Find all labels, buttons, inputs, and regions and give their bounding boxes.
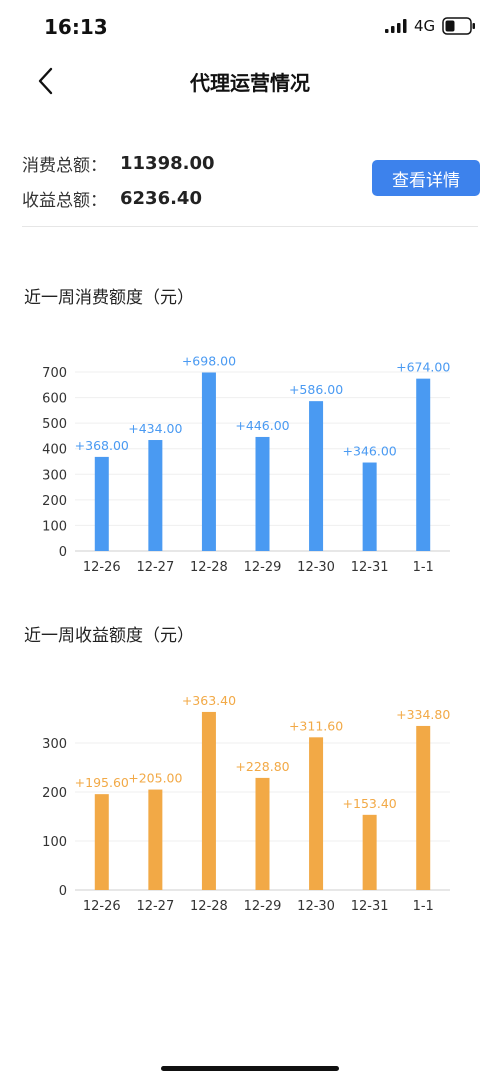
home-indicator [161, 1066, 339, 1071]
data-label: +195.60 [75, 775, 129, 790]
data-label: +205.00 [128, 771, 182, 786]
data-label: +346.00 [343, 444, 397, 459]
bar [416, 725, 431, 890]
x-tick-label: 1-1 [413, 899, 434, 914]
data-label: +446.00 [235, 418, 289, 433]
data-label: +363.40 [182, 693, 236, 708]
data-label: +311.60 [289, 718, 343, 733]
network-label: 4G [414, 17, 436, 35]
battery-icon [442, 17, 475, 35]
y-tick-label: 500 [42, 417, 67, 432]
data-label: +674.00 [396, 360, 450, 375]
data-label: +228.80 [235, 759, 289, 774]
consume-total-value: 11398.00 [120, 152, 215, 174]
nav-bar: 代理运营情况 [0, 54, 500, 106]
income-chart-title: 近一周收益额度（元） [24, 626, 194, 646]
income-total-value: 6236.40 [120, 187, 202, 209]
view-details-button[interactable]: 查看详情 [372, 160, 480, 196]
y-tick-label: 600 [42, 392, 67, 407]
consume-chart-title: 近一周消费额度（元） [24, 288, 194, 308]
back-button[interactable] [30, 64, 60, 98]
y-tick-label: 700 [42, 366, 67, 381]
x-tick-label: 12-29 [244, 899, 282, 914]
data-label: +434.00 [128, 421, 182, 436]
income-total-label: 收益总额： [22, 190, 107, 211]
income-bar-chart: 0 100 200 300 +195.60 12-26 +205.00 12-27 +363.4… [42, 693, 450, 914]
divider [22, 226, 478, 227]
bar [309, 401, 324, 551]
y-tick-label: 100 [42, 519, 67, 534]
x-tick-label: 12-28 [190, 899, 228, 914]
x-tick-label: 12-30 [297, 560, 335, 575]
y-tick-label: 200 [42, 786, 67, 801]
x-tick-label: 12-29 [244, 560, 282, 575]
data-label: +334.80 [396, 707, 450, 722]
consume-total-row: 消费总额： 11398.00 [22, 148, 215, 178]
bar [201, 372, 216, 551]
bar [309, 737, 324, 890]
x-tick-label: 12-27 [136, 899, 174, 914]
status-bar: 16:13 4G [0, 0, 500, 54]
x-tick-label: 12-28 [190, 560, 228, 575]
bar [255, 777, 270, 890]
y-tick-label: 200 [42, 494, 67, 509]
x-tick-label: 12-30 [297, 899, 335, 914]
x-tick-label: 12-26 [83, 560, 121, 575]
y-tick-label: 0 [59, 884, 67, 899]
income-total-row: 收益总额： 6236.40 [22, 183, 202, 213]
status-time: 16:13 [44, 15, 108, 39]
consume-total-label: 消费总额： [22, 155, 107, 176]
data-label: +368.00 [75, 438, 129, 453]
y-tick-label: 400 [42, 443, 67, 458]
summary-panel: 消费总额： 11398.00 收益总额： 6236.40 查看详情 [22, 145, 480, 227]
bar [201, 711, 216, 890]
x-tick-label: 12-26 [83, 899, 121, 914]
y-tick-label: 300 [42, 737, 67, 752]
y-tick-label: 100 [42, 835, 67, 850]
chevron-left-icon [38, 67, 53, 95]
y-tick-label: 0 [59, 545, 67, 560]
x-tick-label: 12-31 [351, 899, 389, 914]
data-label: +153.40 [343, 796, 397, 811]
bar [148, 440, 163, 551]
x-tick-label: 12-31 [351, 560, 389, 575]
page-title: 代理运营情况 [190, 71, 310, 95]
x-tick-label: 12-27 [136, 560, 174, 575]
bar [416, 378, 431, 551]
bar [362, 462, 377, 551]
bar [148, 789, 163, 890]
x-tick-label: 1-1 [413, 560, 434, 575]
bar [362, 814, 377, 890]
bar [255, 436, 270, 551]
data-label: +586.00 [289, 382, 343, 397]
consume-bar-chart: 0 100 200 300 400 500 600 700 +368.00 12-26 +434.0… [42, 354, 450, 575]
y-tick-label: 300 [42, 468, 67, 483]
bar [94, 456, 109, 551]
data-label: +698.00 [182, 354, 236, 369]
bar [94, 794, 109, 890]
signal-icon [385, 19, 407, 33]
